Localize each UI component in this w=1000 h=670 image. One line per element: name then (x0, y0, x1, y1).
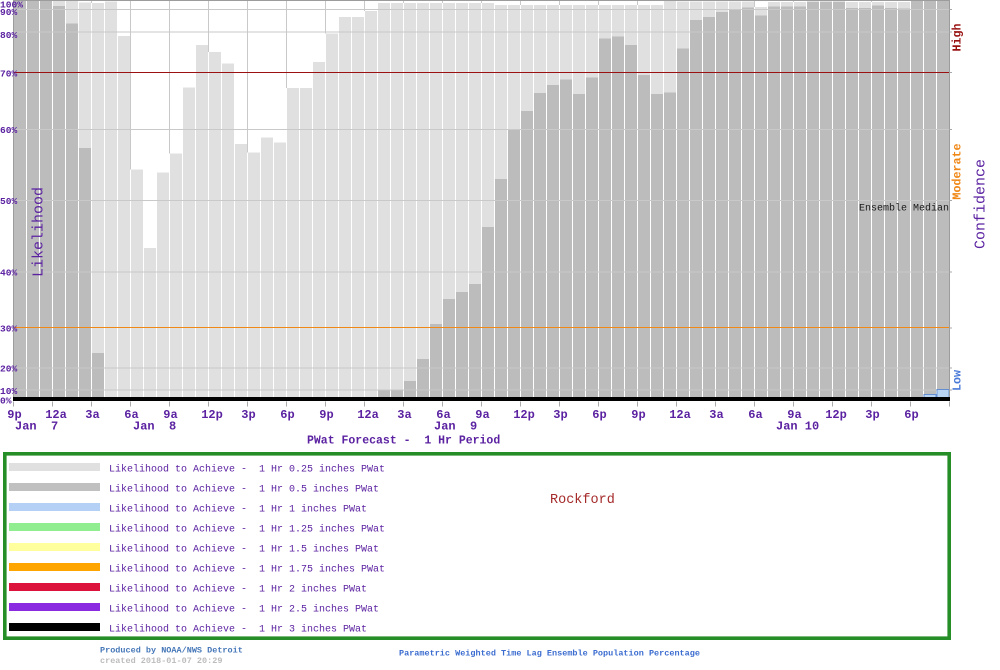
svg-text:40%: 40% (0, 268, 18, 279)
svg-text:Low: Low (951, 370, 965, 391)
svg-text:9p: 9p (319, 408, 333, 422)
svg-text:Jan 9: Jan 9 (434, 420, 477, 434)
svg-text:PWat Forecast - 1 Hr Period: PWat Forecast - 1 Hr Period (307, 435, 500, 448)
svg-text:12a: 12a (669, 408, 691, 422)
svg-text:0%: 0% (0, 396, 12, 407)
svg-text:12p: 12p (825, 408, 847, 422)
svg-text:Likelihood to Achieve - 1 Hr: Likelihood to Achieve - 1 Hr 0.5 inches … (109, 484, 379, 496)
svg-text:6p: 6p (904, 408, 918, 422)
svg-text:Jan 8: Jan 8 (133, 420, 176, 434)
svg-text:3a: 3a (397, 408, 411, 422)
svg-text:6a: 6a (748, 408, 762, 422)
svg-text:12a: 12a (45, 408, 67, 422)
svg-text:3p: 3p (865, 408, 879, 422)
svg-text:Likelihood: Likelihood (31, 187, 48, 277)
svg-text:9p: 9p (631, 408, 645, 422)
svg-text:Rockford: Rockford (550, 493, 615, 508)
svg-text:9a: 9a (787, 408, 801, 422)
svg-text:6a: 6a (124, 408, 138, 422)
svg-text:Likelihood to Achieve - 1 Hr: Likelihood to Achieve - 1 Hr 1.75 inches… (109, 564, 385, 576)
svg-text:High: High (951, 23, 965, 51)
svg-text:12p: 12p (513, 408, 535, 422)
svg-text:Moderate: Moderate (951, 143, 965, 199)
svg-text:Jan 10: Jan 10 (776, 420, 819, 434)
svg-text:Ensemble Median: Ensemble Median (859, 203, 949, 215)
svg-text:Parametric Weighted Time Lag E: Parametric Weighted Time Lag Ensemble Po… (399, 649, 700, 659)
svg-text:60%: 60% (0, 125, 18, 136)
svg-text:9a: 9a (163, 408, 177, 422)
svg-text:Jan 7: Jan 7 (15, 420, 58, 434)
svg-text:Produced by NOAA/NWS Detroit: Produced by NOAA/NWS Detroit (100, 646, 243, 656)
svg-text:9a: 9a (475, 408, 489, 422)
svg-text:70%: 70% (0, 69, 18, 80)
svg-text:6a: 6a (436, 408, 450, 422)
svg-text:3a: 3a (85, 408, 99, 422)
svg-text:9p: 9p (7, 408, 21, 422)
svg-text:Likelihood to Achieve - 1 Hr: Likelihood to Achieve - 1 Hr 2.5 inches … (109, 604, 379, 616)
svg-text:Confidence: Confidence (973, 159, 990, 249)
svg-text:10%: 10% (0, 386, 18, 397)
svg-text:Likelihood to Achieve - 1 Hr: Likelihood to Achieve - 1 Hr 1 inches PW… (109, 504, 367, 516)
svg-text:100%: 100% (0, 0, 23, 11)
svg-text:6p: 6p (280, 408, 294, 422)
svg-text:Likelihood to Achieve - 1 Hr: Likelihood to Achieve - 1 Hr 3 inches PW… (109, 624, 367, 636)
svg-text:12a: 12a (357, 408, 379, 422)
svg-text:3a: 3a (709, 408, 723, 422)
svg-text:50%: 50% (0, 196, 18, 207)
svg-text:30%: 30% (0, 324, 18, 335)
svg-text:80%: 80% (0, 30, 18, 41)
svg-text:Likelihood to Achieve - 1 Hr: Likelihood to Achieve - 1 Hr 2 inches PW… (109, 584, 367, 596)
svg-text:3p: 3p (241, 408, 255, 422)
svg-text:3p: 3p (553, 408, 567, 422)
svg-text:90%: 90% (0, 7, 18, 18)
svg-text:12p: 12p (201, 408, 223, 422)
svg-text:Likelihood to Achieve - 1 Hr: Likelihood to Achieve - 1 Hr 0.25 inches… (109, 464, 385, 476)
svg-text:6p: 6p (592, 408, 606, 422)
svg-text:20%: 20% (0, 364, 18, 375)
svg-text:Likelihood to Achieve - 1 Hr: Likelihood to Achieve - 1 Hr 1.5 inches … (109, 544, 379, 556)
svg-text:Likelihood to Achieve - 1 Hr: Likelihood to Achieve - 1 Hr 1.25 inches… (109, 524, 385, 536)
svg-text:created 2018-01-07 20:29: created 2018-01-07 20:29 (100, 656, 222, 666)
